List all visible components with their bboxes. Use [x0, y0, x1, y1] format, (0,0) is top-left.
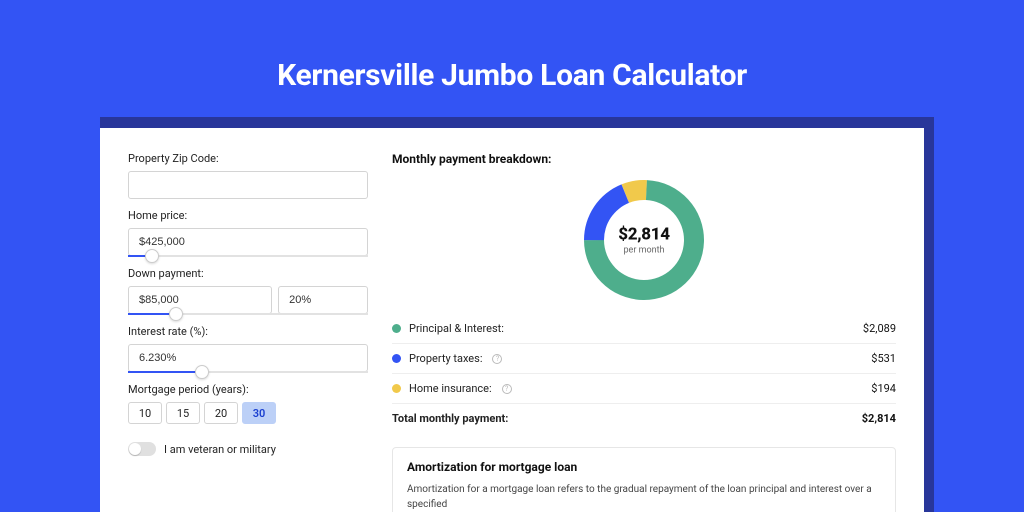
interest-slider[interactable] — [128, 371, 368, 373]
form-column: Property Zip Code: Home price: Down paym… — [128, 152, 368, 512]
total-value: $2,814 — [862, 412, 896, 425]
breakdown-title: Monthly payment breakdown: — [392, 152, 896, 166]
legend-value: $2,089 — [863, 322, 896, 335]
period-buttons: 10152030 — [128, 402, 368, 424]
calculator-card: Property Zip Code: Home price: Down paym… — [100, 128, 924, 512]
breakdown-legend: Principal & Interest: $2,089 Property taxe… — [392, 314, 896, 433]
period-button-15[interactable]: 15 — [166, 402, 200, 424]
legend-value: $194 — [871, 382, 896, 395]
home-price-input[interactable] — [128, 228, 368, 256]
home-price-slider-thumb[interactable] — [145, 249, 159, 263]
breakdown-column: Monthly payment breakdown: $2,814 per mo… — [392, 152, 896, 512]
legend-dot-icon — [392, 384, 401, 393]
down-payment-label: Down payment: — [128, 267, 368, 280]
down-payment-input[interactable] — [128, 286, 272, 314]
amortization-title: Amortization for mortgage loan — [407, 460, 881, 474]
legend-dot-icon — [392, 354, 401, 363]
total-label: Total monthly payment: — [392, 412, 508, 425]
donut-center-sub: per month — [618, 246, 670, 256]
period-button-30[interactable]: 30 — [242, 402, 276, 424]
legend-label: Home insurance: — [409, 382, 492, 395]
interest-slider-thumb[interactable] — [195, 365, 209, 379]
zip-input[interactable] — [128, 171, 368, 199]
amortization-text: Amortization for a mortgage loan refers … — [407, 482, 881, 512]
amortization-section: Amortization for mortgage loan Amortizat… — [392, 447, 896, 512]
down-payment-pct-input[interactable] — [278, 286, 368, 314]
period-button-10[interactable]: 10 — [128, 402, 162, 424]
veteran-label: I am veteran or military — [164, 443, 276, 456]
home-price-label: Home price: — [128, 209, 368, 222]
donut-center-amount: $2,814 — [618, 225, 670, 245]
veteran-toggle-knob — [129, 443, 141, 455]
legend-row: Principal & Interest: $2,089 — [392, 314, 896, 343]
zip-label: Property Zip Code: — [128, 152, 368, 165]
page-outer: Kernersville Jumbo Loan Calculator Prope… — [0, 0, 1024, 512]
legend-row-total: Total monthly payment: $2,814 — [392, 403, 896, 433]
info-icon[interactable]: ? — [492, 354, 502, 364]
legend-label: Property taxes: — [409, 352, 482, 365]
interest-input[interactable] — [128, 344, 368, 372]
payment-donut-chart: $2,814 per month — [584, 180, 704, 300]
down-payment-slider-thumb[interactable] — [169, 307, 183, 321]
period-button-20[interactable]: 20 — [204, 402, 238, 424]
period-label: Mortgage period (years): — [128, 383, 368, 396]
interest-slider-fill — [128, 371, 202, 373]
interest-label: Interest rate (%): — [128, 325, 368, 338]
legend-dot-icon — [392, 324, 401, 333]
page-title: Kernersville Jumbo Loan Calculator — [0, 0, 1024, 93]
veteran-toggle[interactable] — [128, 442, 156, 456]
info-icon[interactable]: ? — [502, 384, 512, 394]
legend-row: Home insurance:? $194 — [392, 373, 896, 403]
down-payment-slider[interactable] — [128, 313, 368, 315]
home-price-slider[interactable] — [128, 255, 368, 257]
legend-value: $531 — [871, 352, 896, 365]
legend-label: Principal & Interest: — [409, 322, 504, 335]
legend-row: Property taxes:? $531 — [392, 343, 896, 373]
